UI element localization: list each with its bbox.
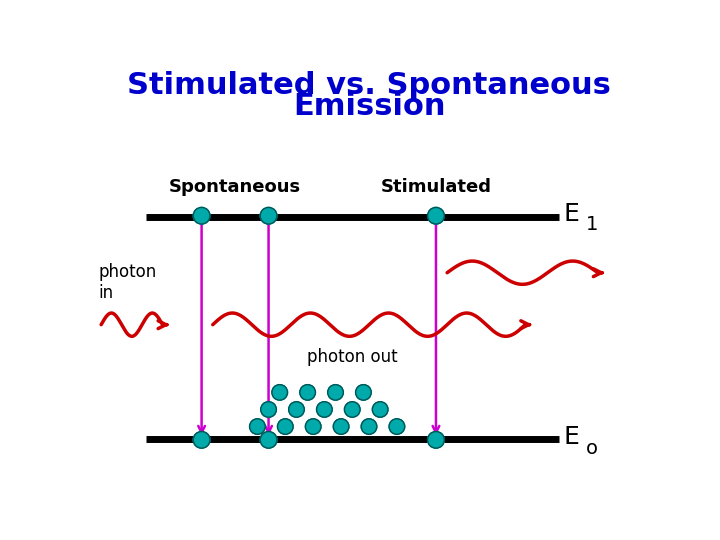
Text: Stimulated: Stimulated	[380, 178, 492, 196]
Ellipse shape	[272, 384, 287, 400]
Text: Emission: Emission	[293, 92, 445, 121]
Ellipse shape	[260, 431, 277, 448]
Ellipse shape	[389, 419, 405, 434]
Ellipse shape	[361, 419, 377, 434]
Ellipse shape	[277, 419, 293, 434]
Ellipse shape	[193, 207, 210, 224]
Ellipse shape	[193, 431, 210, 448]
Text: Spontaneous: Spontaneous	[169, 178, 301, 196]
Text: E: E	[563, 202, 579, 226]
Text: Stimulated vs. Spontaneous: Stimulated vs. Spontaneous	[127, 71, 611, 100]
Ellipse shape	[300, 384, 315, 400]
Text: photon
in: photon in	[99, 263, 157, 302]
Text: 1: 1	[585, 214, 598, 234]
Text: E: E	[563, 425, 579, 449]
Text: o: o	[585, 438, 598, 458]
Ellipse shape	[305, 419, 321, 434]
Ellipse shape	[260, 207, 277, 224]
Ellipse shape	[428, 431, 444, 448]
Ellipse shape	[333, 419, 349, 434]
Ellipse shape	[317, 402, 332, 417]
Ellipse shape	[356, 384, 372, 400]
Ellipse shape	[428, 207, 444, 224]
Ellipse shape	[250, 419, 265, 434]
Text: photon out: photon out	[307, 348, 397, 366]
Ellipse shape	[344, 402, 360, 417]
Ellipse shape	[289, 402, 305, 417]
Ellipse shape	[328, 384, 343, 400]
Ellipse shape	[372, 402, 388, 417]
Ellipse shape	[261, 402, 276, 417]
